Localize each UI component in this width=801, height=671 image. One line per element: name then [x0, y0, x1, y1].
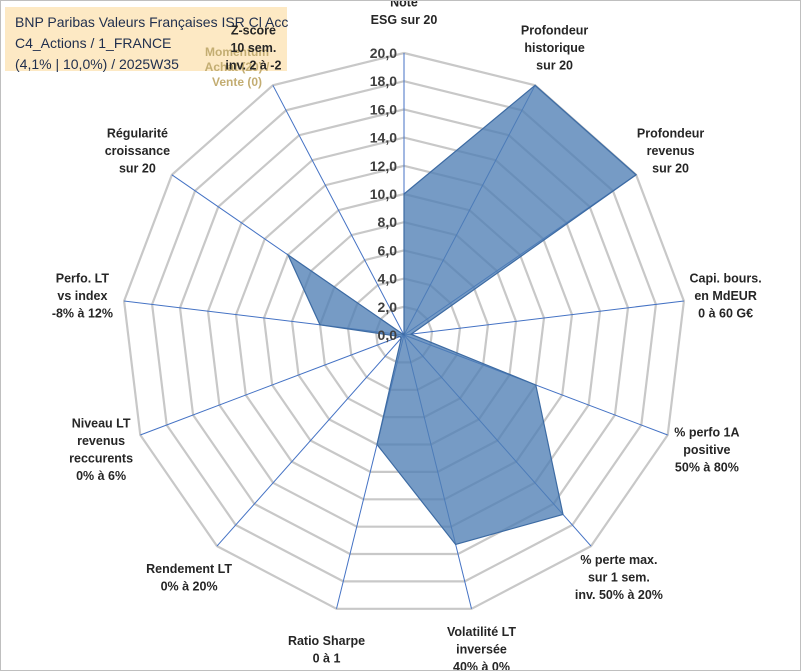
axis-label: Rendement LT 0% à 20%	[146, 562, 232, 594]
grid-ring	[122, 51, 686, 610]
axis-label: Note ESG sur 20	[371, 1, 438, 27]
tick-label: 18,0	[370, 73, 397, 89]
fund-stats: (4,1% | 10,0%) / 2025W35	[15, 56, 179, 72]
axis-label: Profondeur revenus sur 20	[637, 126, 704, 175]
series-area	[286, 84, 638, 546]
tick-label: 8,0	[378, 214, 398, 230]
axis-label: % perfo 1A positive 50% à 80%	[674, 425, 739, 474]
tick-label: 2,0	[378, 299, 398, 315]
axis-spoke	[216, 334, 405, 547]
fund-category: C4_Actions / 1_FRANCE	[15, 35, 172, 51]
tick-label: 4,0	[378, 271, 398, 287]
tick-label: 10,0	[370, 186, 397, 202]
axis-label: Profondeur historique sur 20	[521, 24, 588, 73]
axis-label: Z-score 10 sem. inv. 2 à -2	[225, 24, 281, 73]
axis-spoke	[272, 85, 405, 336]
axis-label: Régularité croissance sur 20	[105, 126, 170, 175]
tick-label: 12,0	[370, 158, 397, 174]
tick-label: 6,0	[378, 242, 398, 258]
axis-label: Niveau LT revenus reccurents 0% à 6%	[69, 417, 133, 484]
axis-label: % perte max. sur 1 sem. inv. 50% à 20%	[575, 553, 663, 602]
tick-label: 0,0	[378, 327, 398, 343]
fund-info-box: BNP Paribas Valeurs Françaises ISR Cl Ac…	[5, 7, 289, 72]
grid-ring	[234, 164, 574, 501]
series-legend: Momentum Achat (20) / Vente (0)	[204, 45, 270, 89]
axis-label: Capi. bours. en MdEUR 0 à 60 G€	[689, 271, 761, 320]
tick-label: 14,0	[370, 130, 397, 146]
axis-label: Ratio Sharpe 0 à 1	[288, 634, 365, 666]
axis-spoke	[140, 334, 405, 436]
axis-label: Perfo. LT vs index -8% à 12%	[52, 271, 113, 320]
axis-spoke	[403, 300, 684, 336]
grid-ring	[206, 136, 602, 528]
tick-label: 20,0	[370, 45, 397, 61]
grid-ring	[178, 108, 630, 556]
grid-ring	[150, 80, 658, 583]
fund-name: BNP Paribas Valeurs Françaises ISR Cl Ac…	[15, 14, 289, 30]
tick-label: 16,0	[370, 101, 397, 117]
axis-label: Volatilité LT inversée 40% à 0%	[447, 625, 516, 670]
